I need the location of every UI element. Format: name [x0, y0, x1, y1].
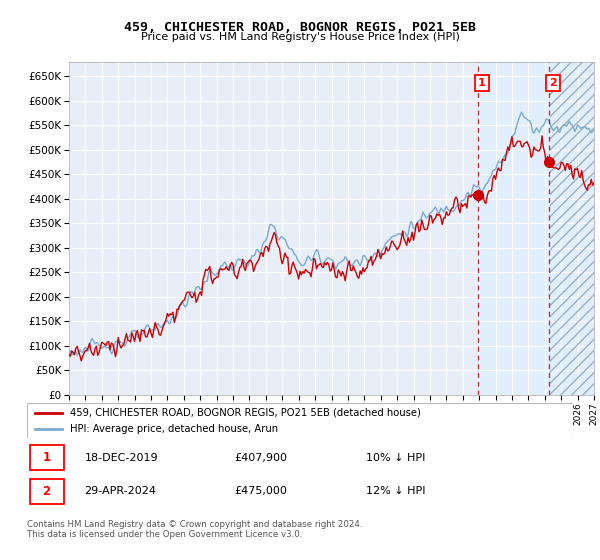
Text: 29-APR-2024: 29-APR-2024 — [85, 486, 157, 496]
FancyBboxPatch shape — [27, 403, 573, 438]
Text: £475,000: £475,000 — [235, 486, 287, 496]
Text: 459, CHICHESTER ROAD, BOGNOR REGIS, PO21 5EB: 459, CHICHESTER ROAD, BOGNOR REGIS, PO21… — [124, 21, 476, 34]
Bar — [30, 478, 64, 504]
Text: £407,900: £407,900 — [235, 452, 287, 463]
Bar — [30, 445, 64, 470]
Text: 2: 2 — [43, 484, 51, 498]
Text: HPI: Average price, detached house, Arun: HPI: Average price, detached house, Arun — [70, 423, 278, 433]
Text: Price paid vs. HM Land Registry's House Price Index (HPI): Price paid vs. HM Land Registry's House … — [140, 32, 460, 43]
Text: 10% ↓ HPI: 10% ↓ HPI — [365, 452, 425, 463]
Text: 459, CHICHESTER ROAD, BOGNOR REGIS, PO21 5EB (detached house): 459, CHICHESTER ROAD, BOGNOR REGIS, PO21… — [70, 408, 421, 418]
Text: 2: 2 — [549, 78, 557, 88]
Text: 1: 1 — [43, 451, 51, 464]
Text: 18-DEC-2019: 18-DEC-2019 — [85, 452, 158, 463]
Text: Contains HM Land Registry data © Crown copyright and database right 2024.
This d: Contains HM Land Registry data © Crown c… — [27, 520, 362, 539]
Text: 1: 1 — [478, 78, 486, 88]
Text: 12% ↓ HPI: 12% ↓ HPI — [365, 486, 425, 496]
